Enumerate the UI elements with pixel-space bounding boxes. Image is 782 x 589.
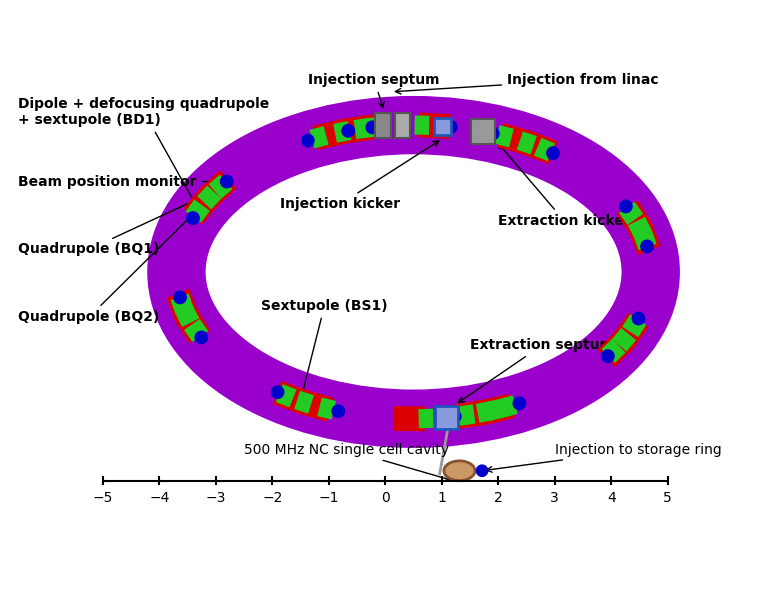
Polygon shape bbox=[353, 118, 371, 139]
Ellipse shape bbox=[444, 461, 475, 481]
Polygon shape bbox=[457, 405, 473, 426]
Text: Injection septum: Injection septum bbox=[308, 73, 439, 107]
Text: Injection to storage ring: Injection to storage ring bbox=[486, 443, 722, 472]
Polygon shape bbox=[312, 119, 349, 150]
Circle shape bbox=[601, 350, 614, 362]
Circle shape bbox=[513, 397, 526, 409]
Polygon shape bbox=[184, 184, 223, 224]
Circle shape bbox=[342, 125, 354, 137]
Polygon shape bbox=[197, 186, 221, 209]
Polygon shape bbox=[633, 230, 657, 250]
Text: Injection from linac: Injection from linac bbox=[396, 73, 658, 94]
Text: −3: −3 bbox=[206, 491, 226, 505]
Text: −2: −2 bbox=[262, 491, 282, 505]
Polygon shape bbox=[597, 327, 637, 367]
Circle shape bbox=[366, 121, 378, 134]
Polygon shape bbox=[486, 399, 504, 421]
Polygon shape bbox=[167, 289, 201, 327]
Text: 500 MHz NC single cell cavity: 500 MHz NC single cell cavity bbox=[244, 443, 450, 481]
Text: Extraction kicker: Extraction kicker bbox=[498, 143, 631, 228]
Polygon shape bbox=[296, 389, 334, 422]
Text: Extraction septum: Extraction septum bbox=[458, 338, 614, 402]
Polygon shape bbox=[612, 328, 636, 352]
Text: Beam position monitor: Beam position monitor bbox=[18, 174, 222, 188]
Text: 5: 5 bbox=[663, 491, 672, 505]
Polygon shape bbox=[619, 202, 643, 225]
Polygon shape bbox=[601, 339, 626, 363]
Polygon shape bbox=[364, 117, 381, 138]
Polygon shape bbox=[343, 114, 378, 143]
Polygon shape bbox=[517, 131, 536, 154]
Circle shape bbox=[619, 200, 632, 213]
FancyBboxPatch shape bbox=[395, 113, 411, 138]
Polygon shape bbox=[317, 398, 336, 419]
Polygon shape bbox=[479, 394, 515, 425]
Text: Quadrupole (BQ1): Quadrupole (BQ1) bbox=[18, 192, 213, 256]
Polygon shape bbox=[495, 125, 514, 147]
Text: 1: 1 bbox=[437, 491, 447, 505]
FancyBboxPatch shape bbox=[436, 406, 458, 429]
Circle shape bbox=[196, 331, 207, 343]
Polygon shape bbox=[175, 305, 199, 327]
Polygon shape bbox=[414, 115, 429, 135]
Text: −1: −1 bbox=[318, 491, 339, 505]
Circle shape bbox=[174, 291, 186, 303]
Circle shape bbox=[271, 386, 284, 398]
Polygon shape bbox=[626, 217, 661, 255]
Polygon shape bbox=[294, 391, 314, 413]
Polygon shape bbox=[519, 130, 558, 164]
FancyBboxPatch shape bbox=[471, 119, 495, 144]
Circle shape bbox=[633, 312, 644, 325]
Circle shape bbox=[444, 121, 457, 133]
Polygon shape bbox=[418, 409, 434, 428]
Polygon shape bbox=[622, 315, 646, 337]
Polygon shape bbox=[196, 170, 237, 210]
FancyBboxPatch shape bbox=[434, 118, 451, 135]
Polygon shape bbox=[310, 126, 328, 148]
Polygon shape bbox=[534, 138, 555, 161]
Polygon shape bbox=[338, 115, 373, 144]
Circle shape bbox=[187, 212, 199, 224]
Text: Dipole + defocusing quadrupole
+ sextupole (BD1): Dipole + defocusing quadrupole + sextupo… bbox=[18, 97, 270, 206]
Text: −4: −4 bbox=[149, 491, 170, 505]
Polygon shape bbox=[617, 200, 655, 240]
Polygon shape bbox=[184, 319, 208, 342]
Polygon shape bbox=[185, 200, 210, 223]
Polygon shape bbox=[497, 123, 534, 156]
Text: Injection kicker: Injection kicker bbox=[280, 141, 439, 211]
Circle shape bbox=[302, 134, 314, 147]
Circle shape bbox=[486, 127, 499, 140]
Text: 4: 4 bbox=[607, 491, 615, 505]
Polygon shape bbox=[209, 174, 232, 198]
Polygon shape bbox=[393, 406, 425, 431]
Circle shape bbox=[449, 411, 461, 423]
Polygon shape bbox=[170, 293, 194, 314]
Polygon shape bbox=[173, 303, 210, 343]
Text: −5: −5 bbox=[93, 491, 113, 505]
Circle shape bbox=[641, 240, 653, 253]
Text: 3: 3 bbox=[551, 491, 559, 505]
Polygon shape bbox=[276, 384, 296, 408]
Polygon shape bbox=[418, 112, 450, 139]
Polygon shape bbox=[476, 401, 494, 423]
Polygon shape bbox=[273, 381, 311, 415]
Polygon shape bbox=[628, 217, 651, 239]
Circle shape bbox=[476, 465, 488, 477]
Text: Quadrupole (BQ2): Quadrupole (BQ2) bbox=[18, 207, 200, 324]
Circle shape bbox=[547, 147, 559, 160]
Text: Sextupole (BS1): Sextupole (BS1) bbox=[261, 299, 388, 397]
Text: 0: 0 bbox=[381, 491, 389, 505]
Polygon shape bbox=[465, 397, 500, 428]
Polygon shape bbox=[610, 313, 649, 353]
Polygon shape bbox=[333, 121, 351, 143]
FancyBboxPatch shape bbox=[375, 113, 391, 138]
Polygon shape bbox=[499, 395, 518, 418]
Text: 2: 2 bbox=[494, 491, 503, 505]
Polygon shape bbox=[454, 399, 490, 429]
Polygon shape bbox=[458, 405, 475, 425]
Circle shape bbox=[332, 405, 345, 418]
Circle shape bbox=[221, 176, 233, 188]
